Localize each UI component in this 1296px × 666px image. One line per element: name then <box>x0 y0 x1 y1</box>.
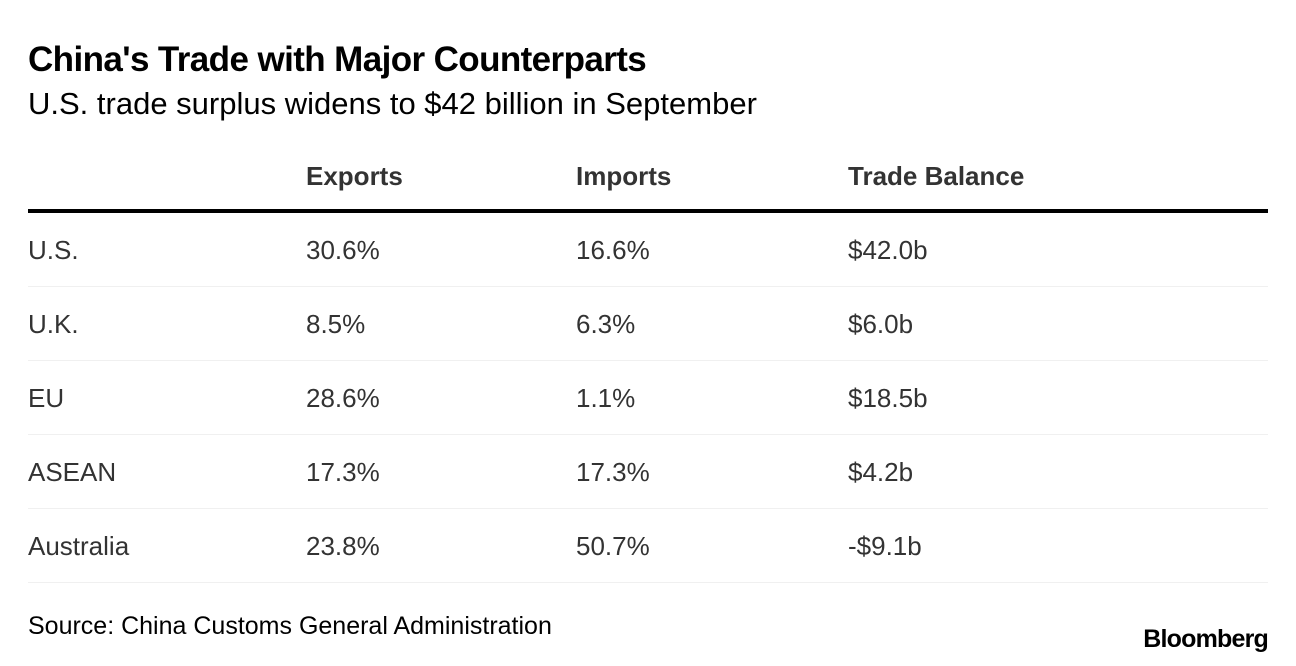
row-label: EU <box>28 383 65 413</box>
column-header-exports: Exports <box>306 161 403 191</box>
imports-value: 17.3% <box>576 457 650 487</box>
exports-value: 23.8% <box>306 531 380 561</box>
chart-title: China's Trade with Major Counterparts <box>28 40 647 79</box>
table-row: EU 28.6% 1.1% $18.5b <box>28 361 1268 435</box>
table-row: ASEAN 17.3% 17.3% $4.2b <box>28 435 1268 509</box>
bloomberg-logo: Bloomberg <box>1143 625 1269 653</box>
trade-balance-value: $42.0b <box>848 235 928 265</box>
row-label: U.S. <box>28 235 79 265</box>
table-header-row: Exports Imports Trade Balance <box>28 150 1268 213</box>
exports-value: 28.6% <box>306 383 380 413</box>
exports-value: 17.3% <box>306 457 380 487</box>
imports-value: 1.1% <box>576 383 636 413</box>
exports-value: 8.5% <box>306 309 366 339</box>
trade-balance-value: $4.2b <box>848 457 914 487</box>
column-header-imports: Imports <box>576 161 672 191</box>
imports-value: 50.7% <box>576 531 650 561</box>
chart-subtitle: U.S. trade surplus widens to $42 billion… <box>28 86 757 121</box>
table-row: Australia 23.8% 50.7% -$9.1b <box>28 509 1268 583</box>
source-note: Source: China Customs General Administra… <box>28 612 552 640</box>
trade-balance-value: $18.5b <box>848 383 928 413</box>
trade-balance-value: -$9.1b <box>848 531 922 561</box>
row-label: U.K. <box>28 309 79 339</box>
imports-value: 16.6% <box>576 235 650 265</box>
column-header-trade-balance: Trade Balance <box>848 161 1025 191</box>
table-row: U.S. 30.6% 16.6% $42.0b <box>28 213 1268 287</box>
table-row: U.K. 8.5% 6.3% $6.0b <box>28 287 1268 361</box>
trade-balance-value: $6.0b <box>848 309 914 339</box>
row-label: ASEAN <box>28 457 117 487</box>
exports-value: 30.6% <box>306 235 380 265</box>
imports-value: 6.3% <box>576 309 636 339</box>
trade-table: Exports Imports Trade Balance U.S. 30.6%… <box>28 150 1268 583</box>
row-label: Australia <box>28 531 130 561</box>
